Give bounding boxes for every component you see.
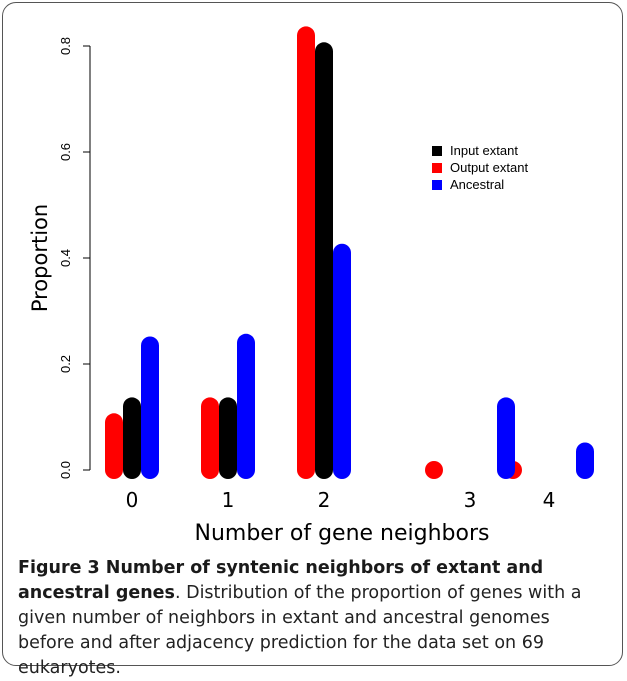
bar-ancestral	[333, 243, 351, 479]
y-axis-label: Proportion	[28, 204, 52, 312]
bar-chart: 0.0 0.2 0.4 0.6 0.8 Proportion 0 1 2 3 4 Number of …	[28, 26, 594, 546]
legend-swatch	[432, 146, 442, 156]
legend-label: Ancestral	[450, 177, 504, 192]
legend-label: Input extant	[450, 143, 518, 158]
bar-output-extant	[105, 413, 123, 479]
bar-input-extant	[315, 42, 333, 480]
x-tick-label: 2	[318, 488, 331, 512]
bar-ancestral	[497, 397, 515, 479]
y-tick-label: 0.6	[58, 143, 73, 161]
x-tick-label: 1	[222, 488, 235, 512]
x-tick-label: 0	[126, 488, 139, 512]
bar-input-extant	[123, 397, 141, 479]
bar-input-extant	[219, 397, 237, 479]
bar-output-extant	[201, 397, 219, 479]
y-tick-label: 0.0	[58, 461, 73, 479]
caption-title: Figure 3 Number of syntenic neighbors of…	[18, 558, 544, 603]
x-tick-label: 3	[464, 488, 477, 512]
legend-swatch	[432, 163, 442, 173]
figure-caption: Figure 3 Number of syntenic neighbors of…	[18, 556, 610, 681]
x-axis-label: Number of gene neighbors	[195, 521, 490, 546]
bar-ancestral	[141, 336, 159, 479]
y-tick-label: 0.4	[58, 249, 73, 267]
legend-label: Output extant	[450, 160, 528, 175]
y-tick-label: 0.2	[58, 355, 73, 373]
legend-box	[426, 140, 576, 210]
y-tick-label: 0.8	[58, 37, 73, 55]
bar-output-extant	[425, 460, 443, 479]
legend-swatch	[432, 180, 442, 190]
x-tick-label: 4	[543, 488, 556, 512]
bar-ancestral	[237, 333, 255, 479]
bar-output-extant	[297, 26, 315, 480]
bar-ancestral	[576, 442, 594, 479]
